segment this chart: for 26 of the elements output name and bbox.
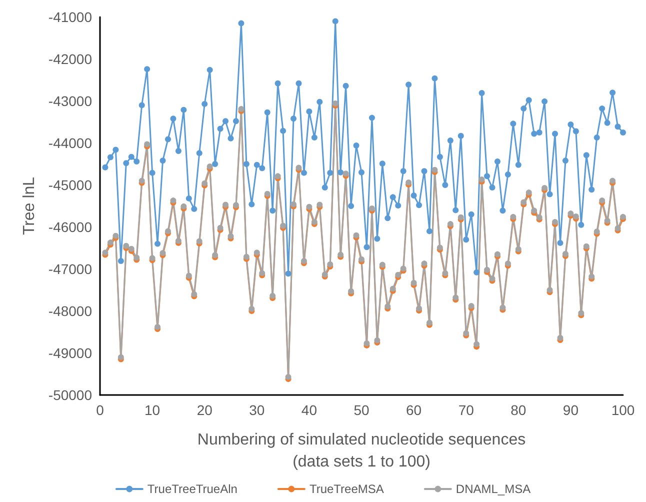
- y-tick-label: -41000: [48, 9, 92, 25]
- y-tick-label: -44000: [48, 135, 92, 151]
- x-tick-label: 90: [562, 402, 579, 418]
- x-tick-label: 40: [301, 402, 318, 418]
- x-tick-label: 30: [249, 402, 265, 418]
- x-tick-label: 70: [458, 402, 474, 418]
- x-tick-label: 50: [354, 402, 370, 418]
- x-tick-label: 60: [406, 402, 422, 418]
- x-axis-title: Numbering of simulated nucleotide sequences (data sets 1 to 100): [197, 432, 526, 470]
- y-tick-label: -49000: [48, 345, 92, 361]
- x-tick-label: 0: [96, 402, 104, 418]
- x-tick-label: 20: [196, 402, 213, 418]
- legend-label: TrueTreeTrueAln: [147, 482, 238, 496]
- y-tick-label: -42000: [48, 51, 92, 67]
- x-tick-label: 100: [611, 402, 635, 418]
- y-tick-label: -43000: [48, 93, 92, 109]
- legend-label: TrueTreeMSA: [309, 482, 384, 496]
- y-tick-label: -47000: [48, 261, 92, 277]
- legend-label: DNAML_MSA: [456, 482, 531, 496]
- y-tick-label: -50000: [48, 387, 92, 403]
- y-tick-label: -48000: [48, 303, 92, 319]
- y-axis-title: Tree lnL: [21, 176, 38, 236]
- x-tick-label: 80: [510, 402, 526, 418]
- y-tick-label: -46000: [48, 219, 92, 235]
- x-tick-label: 10: [144, 402, 160, 418]
- y-tick-label: -45000: [48, 177, 92, 193]
